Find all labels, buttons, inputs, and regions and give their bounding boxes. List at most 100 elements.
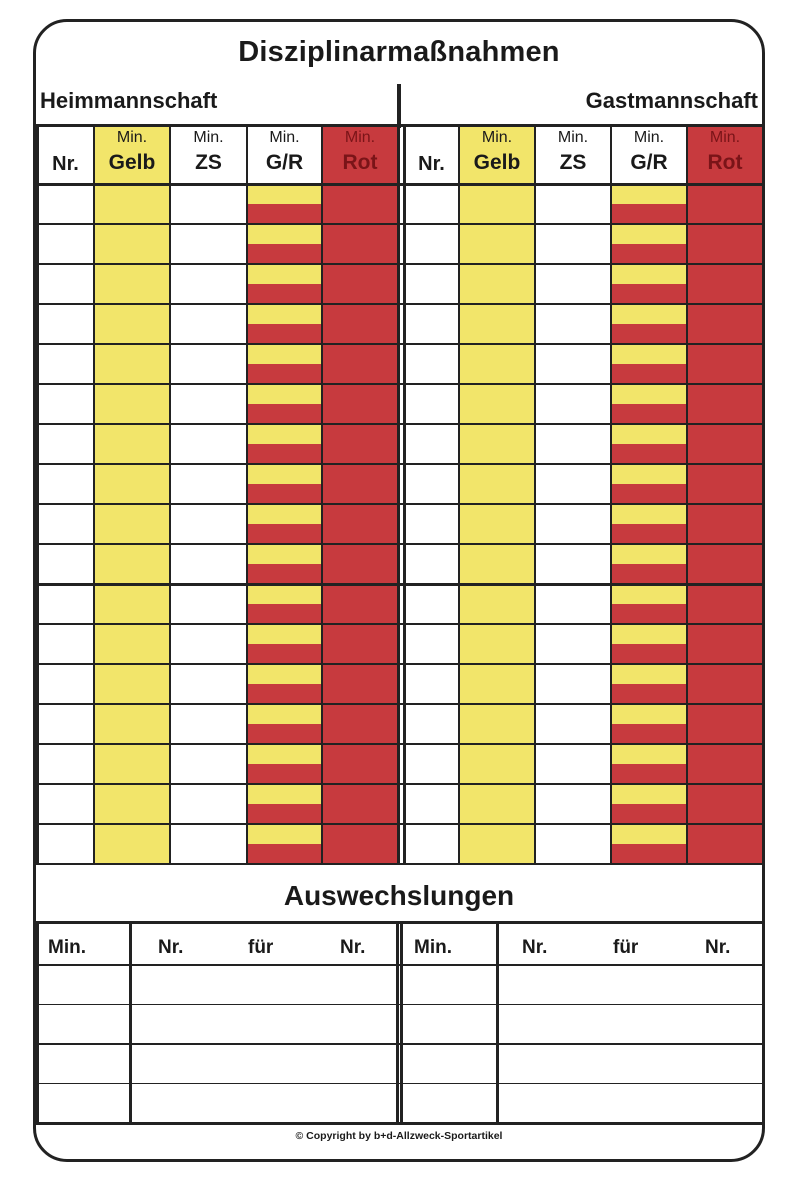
home-rot-entry[interactable] <box>322 384 398 424</box>
home-nr-entry[interactable] <box>37 184 94 224</box>
home-zs-entry[interactable] <box>170 824 247 864</box>
away-gelb-entry[interactable] <box>459 384 535 424</box>
away-rot-entry[interactable] <box>687 304 763 344</box>
home-gelb-entry[interactable] <box>94 784 170 824</box>
home-nr-entry[interactable] <box>37 704 94 744</box>
home-gelb-entry[interactable] <box>94 424 170 464</box>
home-zs-entry[interactable] <box>170 624 247 664</box>
away-zs-entry[interactable] <box>535 184 611 224</box>
away-rot-entry[interactable] <box>687 184 763 224</box>
away-nr-entry[interactable] <box>404 784 459 824</box>
away-gelb-entry[interactable] <box>459 184 535 224</box>
away-gr-entry[interactable] <box>611 464 687 504</box>
home-rot-entry[interactable] <box>322 304 398 344</box>
away-gr-entry[interactable] <box>611 344 687 384</box>
away-rot-entry[interactable] <box>687 744 763 784</box>
home-zs-entry[interactable] <box>170 504 247 544</box>
away-rot-entry[interactable] <box>687 624 763 664</box>
away-rot-entry[interactable] <box>687 824 763 864</box>
away-zs-entry[interactable] <box>535 344 611 384</box>
home-gr-entry[interactable] <box>247 424 322 464</box>
home-gr-entry[interactable] <box>247 224 322 264</box>
away-gelb-entry[interactable] <box>459 264 535 304</box>
away-gr-entry[interactable] <box>611 704 687 744</box>
home-zs-entry[interactable] <box>170 424 247 464</box>
away-sub-players-entry[interactable] <box>497 965 763 1005</box>
home-gelb-entry[interactable] <box>94 304 170 344</box>
home-gelb-entry[interactable] <box>94 184 170 224</box>
home-zs-entry[interactable] <box>170 784 247 824</box>
home-gr-entry[interactable] <box>247 624 322 664</box>
home-rot-entry[interactable] <box>322 584 398 624</box>
away-gelb-entry[interactable] <box>459 304 535 344</box>
home-gr-entry[interactable] <box>247 184 322 224</box>
home-gelb-entry[interactable] <box>94 664 170 704</box>
away-sub-players-entry[interactable] <box>497 1044 763 1084</box>
home-gr-entry[interactable] <box>247 784 322 824</box>
home-zs-entry[interactable] <box>170 384 247 424</box>
home-rot-entry[interactable] <box>322 544 398 584</box>
away-gr-entry[interactable] <box>611 224 687 264</box>
home-nr-entry[interactable] <box>37 784 94 824</box>
away-zs-entry[interactable] <box>535 624 611 664</box>
home-zs-entry[interactable] <box>170 584 247 624</box>
away-gelb-entry[interactable] <box>459 584 535 624</box>
home-gr-entry[interactable] <box>247 664 322 704</box>
home-gr-entry[interactable] <box>247 304 322 344</box>
away-nr-entry[interactable] <box>404 464 459 504</box>
home-nr-entry[interactable] <box>37 344 94 384</box>
home-gelb-entry[interactable] <box>94 504 170 544</box>
home-rot-entry[interactable] <box>322 704 398 744</box>
away-nr-entry[interactable] <box>404 224 459 264</box>
away-sub-minute-entry[interactable] <box>401 1044 497 1084</box>
home-nr-entry[interactable] <box>37 384 94 424</box>
away-nr-entry[interactable] <box>404 184 459 224</box>
home-rot-entry[interactable] <box>322 184 398 224</box>
away-gelb-entry[interactable] <box>459 344 535 384</box>
away-gr-entry[interactable] <box>611 264 687 304</box>
away-nr-entry[interactable] <box>404 824 459 864</box>
home-gr-entry[interactable] <box>247 464 322 504</box>
away-gelb-entry[interactable] <box>459 224 535 264</box>
home-gr-entry[interactable] <box>247 384 322 424</box>
home-gelb-entry[interactable] <box>94 344 170 384</box>
home-gr-entry[interactable] <box>247 344 322 384</box>
home-gr-entry[interactable] <box>247 744 322 784</box>
home-gelb-entry[interactable] <box>94 224 170 264</box>
away-rot-entry[interactable] <box>687 664 763 704</box>
home-zs-entry[interactable] <box>170 224 247 264</box>
away-zs-entry[interactable] <box>535 584 611 624</box>
away-gr-entry[interactable] <box>611 424 687 464</box>
home-nr-entry[interactable] <box>37 544 94 584</box>
home-gr-entry[interactable] <box>247 584 322 624</box>
home-gr-entry[interactable] <box>247 504 322 544</box>
home-rot-entry[interactable] <box>322 464 398 504</box>
home-rot-entry[interactable] <box>322 264 398 304</box>
home-rot-entry[interactable] <box>322 224 398 264</box>
away-nr-entry[interactable] <box>404 384 459 424</box>
away-gr-entry[interactable] <box>611 184 687 224</box>
home-gelb-entry[interactable] <box>94 624 170 664</box>
away-rot-entry[interactable] <box>687 424 763 464</box>
home-rot-entry[interactable] <box>322 344 398 384</box>
home-gelb-entry[interactable] <box>94 544 170 584</box>
home-zs-entry[interactable] <box>170 464 247 504</box>
away-gr-entry[interactable] <box>611 304 687 344</box>
away-sub-players-entry[interactable] <box>497 1005 763 1045</box>
away-gr-entry[interactable] <box>611 824 687 864</box>
home-nr-entry[interactable] <box>37 464 94 504</box>
home-zs-entry[interactable] <box>170 664 247 704</box>
home-rot-entry[interactable] <box>322 744 398 784</box>
away-zs-entry[interactable] <box>535 664 611 704</box>
away-rot-entry[interactable] <box>687 544 763 584</box>
home-nr-entry[interactable] <box>37 264 94 304</box>
away-zs-entry[interactable] <box>535 504 611 544</box>
away-nr-entry[interactable] <box>404 504 459 544</box>
away-gelb-entry[interactable] <box>459 744 535 784</box>
away-zs-entry[interactable] <box>535 544 611 584</box>
away-nr-entry[interactable] <box>404 344 459 384</box>
home-rot-entry[interactable] <box>322 624 398 664</box>
away-sub-minute-entry[interactable] <box>401 965 497 1005</box>
away-rot-entry[interactable] <box>687 264 763 304</box>
home-gr-entry[interactable] <box>247 704 322 744</box>
